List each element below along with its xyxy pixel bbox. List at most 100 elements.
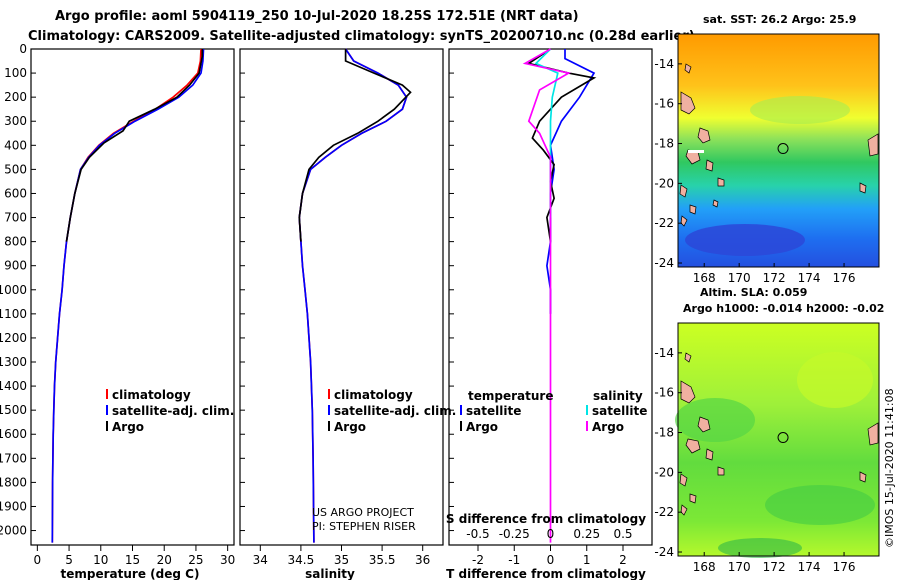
map-lon-label: 168 bbox=[693, 271, 716, 285]
y-tick-label: 200 bbox=[4, 90, 27, 104]
figure-title-line2: Climatology: CARS2009. Satellite-adjuste… bbox=[28, 29, 695, 44]
legend-title-temperature: temperature bbox=[468, 389, 553, 403]
map-lat-label: -18 bbox=[654, 137, 674, 151]
sst-map-axes: 168 170 172 174 176 -14 -16 -18 -20 -22 -24 bbox=[654, 57, 855, 285]
x-tick-label: 34 bbox=[253, 553, 268, 567]
legend-label-s-satellite: satellite bbox=[592, 404, 647, 418]
sst-islands bbox=[679, 63, 725, 227]
y-tick-label: 900 bbox=[4, 259, 27, 273]
sla-low-patch bbox=[675, 398, 755, 442]
depth-axis: 0 100 200 300 400 500 600 700 800 900 1000 1100 1200… bbox=[0, 42, 454, 538]
map-lat-label: -20 bbox=[654, 465, 674, 479]
s-diff-tick-label: 0.25 bbox=[573, 527, 600, 541]
salinity-legend: climatology satellite-adj. clim. Argo bbox=[328, 388, 456, 434]
difference-legend: temperature salinity satellite Argo sate… bbox=[460, 389, 647, 434]
x-tick-label: 35.5 bbox=[369, 553, 396, 567]
map-lon-label: 168 bbox=[693, 560, 716, 574]
x-tick-label: 5 bbox=[65, 553, 73, 567]
s-diff-tick-label: -0.25 bbox=[499, 527, 530, 541]
series-line bbox=[65, 49, 204, 242]
map-lon-label: 176 bbox=[833, 271, 856, 285]
s-difference-axis: -0.5 -0.25 0 0.25 0.5 bbox=[466, 527, 632, 541]
s-diff-tick-label: 0.5 bbox=[613, 527, 632, 541]
sst-map-frame bbox=[677, 33, 880, 268]
figure-title-line1: Argo profile: aoml 5904119_250 10-Jul-20… bbox=[55, 9, 579, 24]
y-tick-label: 0 bbox=[19, 42, 27, 56]
sla-map bbox=[675, 322, 880, 558]
legend-title-salinity: salinity bbox=[593, 389, 643, 403]
map-lon-label: 170 bbox=[728, 560, 751, 574]
map-lat-label: -24 bbox=[654, 256, 674, 270]
x-tick-label: 10 bbox=[93, 553, 108, 567]
sst-land-mask bbox=[688, 150, 704, 153]
series-line bbox=[51, 48, 202, 543]
legend-label-s-argo: Argo bbox=[592, 420, 624, 434]
legend-label-satellite: satellite-adj. clim. bbox=[112, 404, 234, 418]
x-tick-label: 15 bbox=[125, 553, 140, 567]
map-lon-label: 174 bbox=[798, 560, 821, 574]
sla-islands-east bbox=[859, 422, 879, 483]
difference-x-axis: -2 -1 0 1 2 bbox=[472, 545, 627, 567]
series-line bbox=[298, 49, 412, 242]
y-tick-label: 1500 bbox=[0, 403, 27, 417]
legend-label-argo: Argo bbox=[334, 420, 366, 434]
salinity-x-axis: 34 34.5 35 35.5 36 bbox=[253, 545, 430, 567]
credit-pi: PI: STEPHEN RISER bbox=[312, 520, 416, 533]
temperature-legend: climatology satellite-adj. clim. Argo bbox=[106, 388, 234, 434]
salinity-series-group bbox=[298, 48, 412, 543]
sst-cold-patch bbox=[685, 224, 805, 256]
legend-label-t-satellite: satellite bbox=[466, 404, 521, 418]
y-tick-label: 500 bbox=[4, 162, 27, 176]
series-line bbox=[546, 49, 596, 314]
temperature-x-axis: 0 5 10 15 20 25 30 bbox=[34, 545, 235, 567]
credit-project: US ARGO PROJECT bbox=[312, 506, 414, 519]
map-lat-label: -16 bbox=[654, 97, 674, 111]
map-lon-label: 174 bbox=[798, 271, 821, 285]
map-lat-label: -20 bbox=[654, 176, 674, 190]
sla-map-subtitle: Argo h1000: -0.014 h2000: -0.02 bbox=[683, 302, 884, 315]
sst-islands-east bbox=[859, 133, 879, 194]
temperature-series-group bbox=[51, 48, 205, 543]
temperature-axis-label: temperature (deg C) bbox=[61, 567, 200, 580]
legend-label-climatology: climatology bbox=[112, 388, 191, 402]
map-lat-label: -16 bbox=[654, 386, 674, 400]
x-tick-label: 34.5 bbox=[288, 553, 315, 567]
sla-low-patch bbox=[765, 485, 875, 525]
x-tick-label: 35 bbox=[334, 553, 349, 567]
map-lon-label: 170 bbox=[728, 271, 751, 285]
sla-high-patch bbox=[797, 352, 873, 408]
s-difference-axis-label: S difference from climatology bbox=[446, 512, 646, 526]
imos-watermark: ©IMOS 15-Jul-2020 11:41:08 bbox=[883, 388, 896, 548]
map-lon-label: 172 bbox=[763, 271, 786, 285]
y-tick-label: 1000 bbox=[0, 283, 27, 297]
x-tick-label: -2 bbox=[472, 553, 484, 567]
legend-label-argo: Argo bbox=[112, 420, 144, 434]
sla-map-frame bbox=[677, 322, 880, 557]
legend-label-climatology: climatology bbox=[334, 388, 413, 402]
s-diff-tick-label: -0.5 bbox=[466, 527, 489, 541]
y-tick-label: 800 bbox=[4, 235, 27, 249]
map-lat-label: -14 bbox=[654, 346, 674, 360]
salinity-axis-label: salinity bbox=[305, 567, 355, 580]
y-tick-label: 300 bbox=[4, 114, 27, 128]
t-difference-axis-label: T difference from climatology bbox=[446, 567, 646, 580]
x-tick-label: 30 bbox=[220, 553, 235, 567]
map-lat-label: -24 bbox=[654, 545, 674, 559]
y-tick-label: 600 bbox=[4, 186, 27, 200]
sla-islands bbox=[679, 352, 725, 516]
y-tick-label: 1600 bbox=[0, 427, 27, 441]
legend-label-t-argo: Argo bbox=[466, 420, 498, 434]
x-tick-label: 20 bbox=[157, 553, 172, 567]
y-tick-label: 400 bbox=[4, 138, 27, 152]
y-tick-label: 1300 bbox=[0, 355, 27, 369]
x-tick-label: 2 bbox=[619, 553, 627, 567]
y-tick-label: 1100 bbox=[0, 307, 27, 321]
difference-series-group bbox=[522, 48, 597, 543]
argo-float-marker bbox=[777, 143, 789, 155]
x-tick-label: 1 bbox=[583, 553, 591, 567]
y-tick-label: 2000 bbox=[0, 524, 27, 538]
y-tick-label: 1700 bbox=[0, 451, 27, 465]
sst-map-title: sat. SST: 26.2 Argo: 25.9 bbox=[703, 13, 856, 26]
x-tick-label: 25 bbox=[188, 553, 203, 567]
